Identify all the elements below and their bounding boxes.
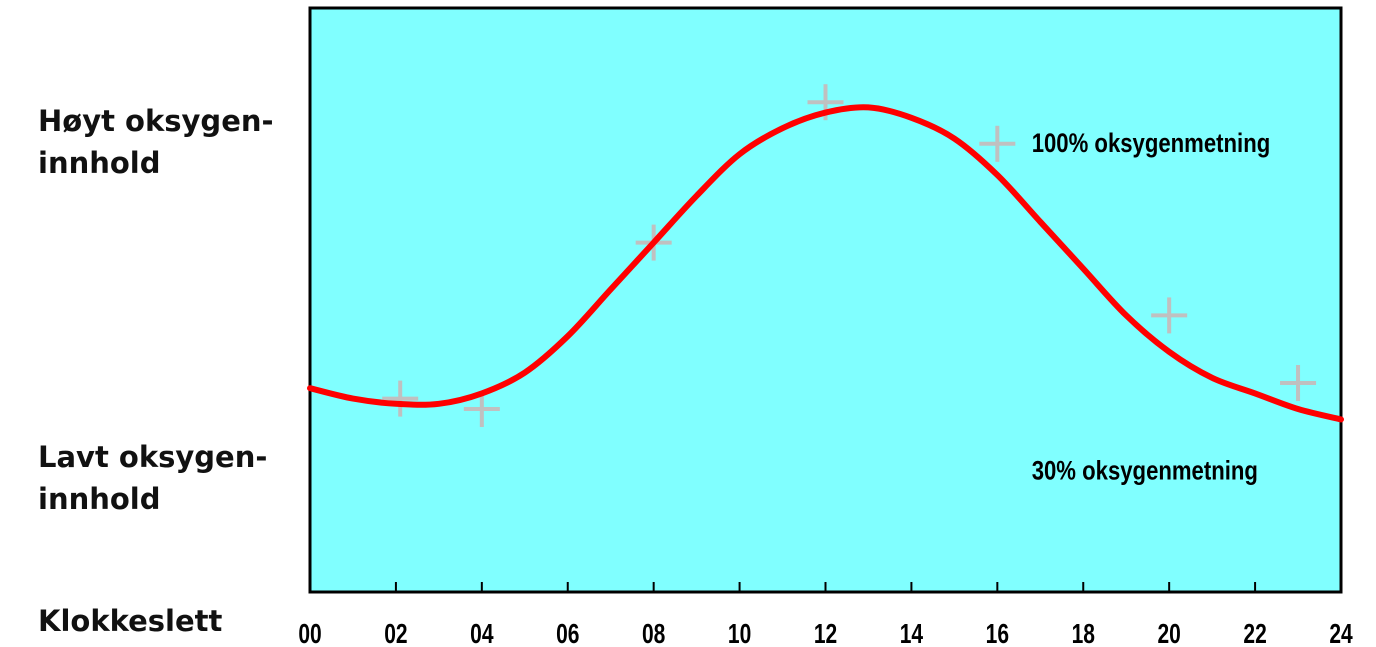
x-tick-label: 22 (1243, 619, 1266, 647)
high-oxygen-label-line2: innhold (38, 146, 161, 180)
series-group (307, 104, 1344, 423)
series-line-0 (307, 104, 1344, 423)
x-tick-label: 12 (814, 619, 837, 647)
x-axis-title: Klokkeslett (38, 604, 223, 638)
annotation-label: 30% oksygenmetning (1032, 456, 1258, 486)
x-tick-label: 14 (900, 619, 924, 647)
x-tick-label: 00 (298, 619, 321, 647)
high-oxygen-label: Høyt oksygen- innhold (38, 100, 274, 184)
annotation-label: 100% oksygenmetning (1032, 129, 1271, 159)
x-tick-label: 16 (986, 619, 1009, 647)
data-marker (979, 125, 1016, 162)
low-oxygen-label-line2: innhold (38, 482, 161, 516)
annotation-group: 100% oksygenmetning 30% oksygenmetning (1032, 129, 1271, 486)
data-marker (1151, 297, 1188, 334)
x-tick-label: 24 (1329, 619, 1353, 647)
x-tick-label: 06 (556, 619, 579, 647)
high-oxygen-label-line1: Høyt oksygen- (38, 104, 274, 138)
x-tick-label: 04 (470, 619, 494, 647)
x-tick-label: 18 (1072, 619, 1095, 647)
x-tick-label: 02 (384, 619, 407, 647)
low-oxygen-label-line1: Lavt oksygen- (38, 440, 268, 474)
data-marker (1280, 365, 1317, 401)
x-axis: 00 02 04 06 08 10 12 14 16 18 20 22 24 (298, 582, 1353, 647)
low-oxygen-label: Lavt oksygen- innhold (38, 436, 267, 520)
data-marker (463, 391, 500, 427)
x-tick-label: 20 (1157, 619, 1180, 647)
data-marker (382, 380, 419, 417)
x-tick-label: 08 (642, 619, 665, 647)
x-tick-label: 10 (728, 619, 751, 647)
